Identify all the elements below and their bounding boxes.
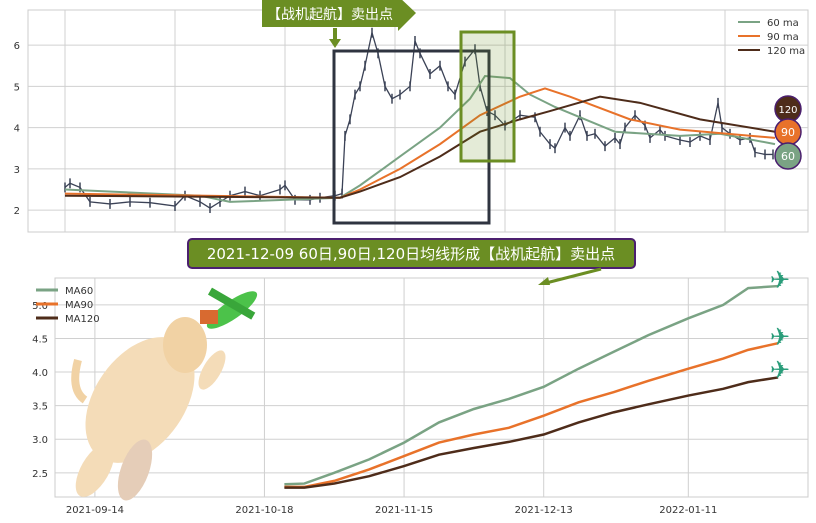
pointer-arrow-head: [538, 277, 550, 285]
main-banner: [187, 238, 636, 269]
y-tick-label: 5.0: [32, 301, 48, 312]
series-line-120-ma: [64, 95, 776, 199]
series-line-MA90: [284, 341, 779, 489]
dog-illustration: [71, 317, 226, 501]
y-tick-label: 2.5: [32, 469, 48, 480]
top-price-chart: 2 3 4 5 6 60 ma 90 ma 120 ma: [14, 9, 809, 233]
legend-label: MA60: [65, 286, 93, 297]
legend-label: 120 ma: [767, 46, 805, 57]
down-arrow-icon: [329, 28, 341, 48]
top-banner-text: 【战机起航】卖出点: [267, 7, 393, 23]
toy-plane-illustration: [200, 287, 258, 329]
y-tick-label: 4.5: [32, 334, 48, 345]
y-tick-label: 3.0: [32, 435, 48, 446]
y-tick-label: 3: [14, 165, 20, 176]
legend-label: 60 ma: [767, 18, 799, 29]
x-tick-label: 2021-09-14: [66, 505, 124, 516]
series-line-MA60: [284, 284, 779, 486]
legend-label: MA90: [65, 300, 93, 311]
main-banner-text: 2021-12-09 60日,90日,120日均线形成【战机起航】卖出点: [207, 245, 615, 263]
plane-icon-ma60: ✈: [770, 266, 790, 294]
annotations: 【战机起航】卖出点 120 90 60 2021-12-09 60日,90日,1…: [71, 0, 802, 501]
x-tick-label: 2021-12-13: [515, 505, 573, 516]
legend-label: 90 ma: [767, 32, 799, 43]
y-tick-label: 3.5: [32, 402, 48, 413]
x-tick-label: 2021-11-15: [375, 505, 433, 516]
y-tick-label: 2: [14, 206, 20, 217]
plane-icon-ma120: ✈: [770, 356, 790, 384]
highlight-sell-box: [459, 30, 516, 163]
badge-120: 120: [774, 95, 802, 123]
top-banner-arrow: [262, 0, 416, 31]
y-tick-label: 4.0: [32, 368, 48, 379]
svg-text:90: 90: [781, 126, 795, 139]
y-tick-label: 6: [14, 41, 20, 52]
legend-label: MA120: [65, 314, 100, 325]
badge-90: 90: [774, 118, 802, 146]
highlight-rise-box: [332, 49, 491, 225]
series-line-MA120: [284, 376, 779, 489]
price-line: [64, 32, 773, 209]
svg-text:120: 120: [778, 105, 797, 116]
series-line-60-ma: [64, 74, 776, 203]
pointer-arrow: [545, 267, 602, 285]
svg-text:60: 60: [781, 150, 795, 163]
plane-icon-ma90: ✈: [770, 323, 790, 351]
x-tick-label: 2021-10-18: [235, 505, 293, 516]
y-tick-label: 4: [14, 124, 20, 135]
badge-60: 60: [774, 142, 802, 170]
plot-area: [27, 9, 809, 233]
y-tick-label: 5: [14, 82, 20, 93]
series-line-90-ma: [64, 87, 776, 199]
x-tick-label: 2022-01-11: [659, 505, 717, 516]
